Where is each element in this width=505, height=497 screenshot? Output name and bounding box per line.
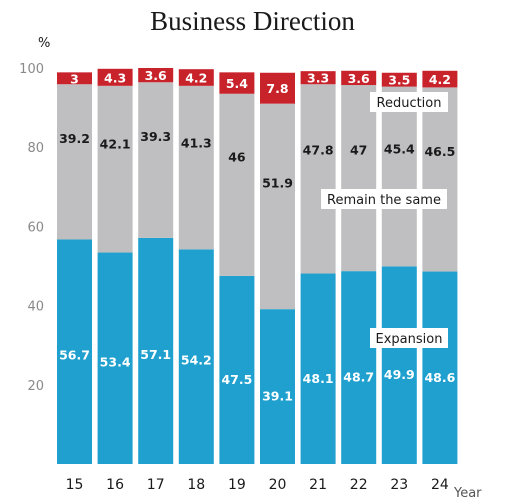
x-tick-label: 20 <box>269 477 287 493</box>
data-label-remain: 41.3 <box>181 135 212 150</box>
x-tick-label: 23 <box>390 477 408 493</box>
data-label-expansion: 48.6 <box>424 370 455 385</box>
series-label-bg <box>370 92 448 112</box>
bar-remain-the-same <box>57 84 92 240</box>
data-label-reduction: 4.2 <box>185 71 207 86</box>
data-label-reduction: 5.4 <box>226 76 248 91</box>
bar-remain-the-same <box>178 85 214 250</box>
bar-reduction <box>300 71 336 85</box>
data-label-remain: 39.3 <box>140 129 171 144</box>
y-tick-label: 40 <box>27 300 44 315</box>
bar-expansion <box>381 266 417 464</box>
data-label-expansion: 49.9 <box>384 367 415 382</box>
bar-expansion <box>57 239 92 464</box>
chart-title: Business Direction <box>150 6 355 36</box>
x-tick-label: 21 <box>309 477 327 493</box>
x-axis-title: Year <box>453 486 482 497</box>
data-label-reduction: 4.2 <box>429 72 451 87</box>
x-tick-label: 19 <box>228 477 246 493</box>
bar-remain-the-same <box>381 86 417 267</box>
data-label-reduction: 3.3 <box>307 71 329 86</box>
x-tick-label: 16 <box>106 477 124 493</box>
data-label-reduction: 3.5 <box>388 73 410 88</box>
data-label-expansion: 56.7 <box>59 348 90 363</box>
series-label-expansion: Expansion <box>376 332 443 347</box>
bar-remain-the-same <box>341 85 377 272</box>
data-label-expansion: 47.5 <box>221 372 252 387</box>
x-tick-label: 22 <box>350 477 368 493</box>
data-label-remain: 42.1 <box>100 137 131 152</box>
bar-remain-the-same <box>300 84 336 274</box>
bar-remain-the-same <box>138 82 174 238</box>
data-label-reduction: 3 <box>70 71 79 86</box>
y-tick-label: 80 <box>27 141 44 156</box>
bar-remain-the-same <box>97 85 133 253</box>
x-tick-label: 17 <box>147 477 165 493</box>
data-label-remain: 51.9 <box>262 176 293 191</box>
bar-expansion <box>219 275 255 464</box>
bar-expansion <box>260 309 295 464</box>
bar-reduction <box>422 70 458 88</box>
bar-reduction <box>219 72 255 94</box>
bar-expansion <box>138 237 174 464</box>
y-tick-label: 100 <box>19 62 44 77</box>
bar-reduction <box>341 70 377 86</box>
series-label-reduction: Reduction <box>377 96 442 111</box>
data-label-reduction: 3.6 <box>348 71 370 86</box>
series-label-bg <box>321 189 447 209</box>
data-label-remain: 46 <box>228 150 246 165</box>
y-tick-label: 60 <box>27 220 44 235</box>
y-tick-label: 20 <box>27 379 44 394</box>
data-label-remain: 45.4 <box>384 142 415 157</box>
bar-expansion <box>341 271 377 464</box>
bar-remain-the-same <box>219 93 255 276</box>
series-label-bg <box>370 328 448 348</box>
bar-remain-the-same <box>260 103 295 310</box>
bar-reduction <box>138 68 174 83</box>
bar-expansion <box>97 252 133 464</box>
bar-reduction <box>381 72 417 87</box>
series-label-remain: Remain the same <box>327 193 441 208</box>
data-label-remain: 39.2 <box>59 131 90 146</box>
data-label-reduction: 3.6 <box>145 68 167 83</box>
data-label-expansion: 57.1 <box>140 347 171 362</box>
x-tick-label: 18 <box>187 477 205 493</box>
bar-expansion <box>300 273 336 464</box>
data-label-expansion: 48.1 <box>303 371 334 386</box>
data-label-expansion: 54.2 <box>181 353 212 368</box>
y-unit-label: % <box>38 36 50 51</box>
data-label-reduction: 7.8 <box>266 81 288 96</box>
bar-reduction <box>260 72 295 104</box>
data-label-expansion: 53.4 <box>100 354 131 369</box>
bar-remain-the-same <box>422 87 458 272</box>
x-tick-label: 24 <box>431 477 449 493</box>
data-label-remain: 47.8 <box>303 143 334 158</box>
data-label-reduction: 4.3 <box>104 70 126 85</box>
data-label-expansion: 48.7 <box>343 370 374 385</box>
data-label-expansion: 39.1 <box>262 389 293 404</box>
data-label-remain: 46.5 <box>424 144 455 159</box>
bar-expansion <box>178 249 214 464</box>
data-label-remain: 47 <box>350 142 367 157</box>
bar-reduction <box>57 72 92 85</box>
bar-expansion <box>422 271 458 464</box>
bar-reduction <box>97 68 133 86</box>
bar-reduction <box>178 69 214 86</box>
x-tick-label: 15 <box>66 477 84 493</box>
